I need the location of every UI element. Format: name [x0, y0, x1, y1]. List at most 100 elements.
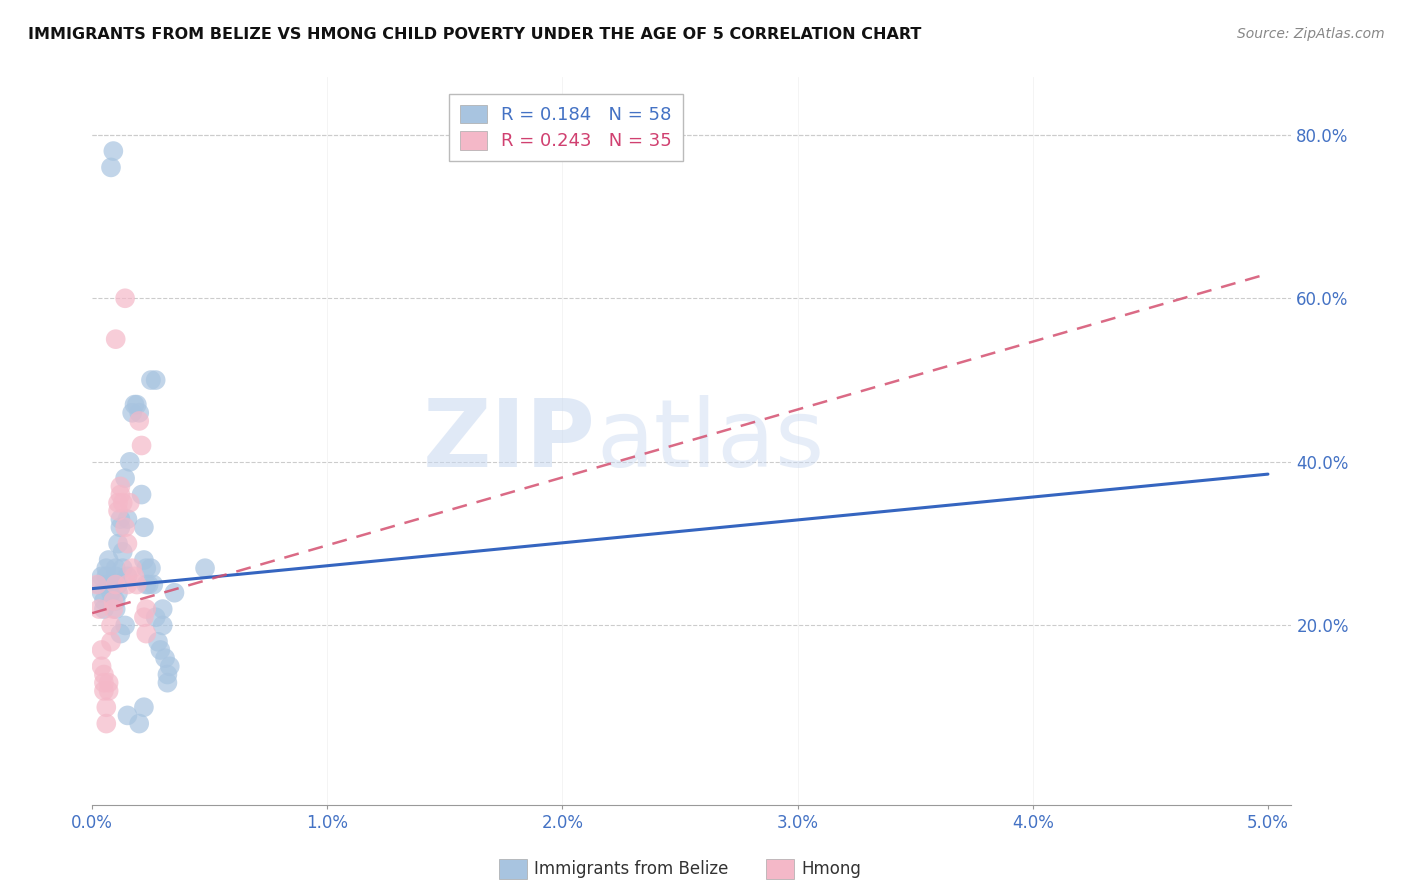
Point — [90, 643, 112, 657]
Point — [139, 373, 162, 387]
Point — [107, 496, 129, 510]
Point — [145, 373, 167, 387]
Point — [135, 577, 157, 591]
Point — [132, 553, 155, 567]
Point — [93, 684, 115, 698]
Point — [135, 626, 157, 640]
Point — [107, 577, 129, 591]
Point — [96, 700, 118, 714]
Point — [117, 569, 139, 583]
Point — [110, 520, 132, 534]
Point — [110, 626, 132, 640]
Point — [156, 667, 179, 681]
Point — [97, 577, 120, 591]
Point — [103, 144, 125, 158]
Point — [128, 716, 150, 731]
Point — [149, 643, 172, 657]
Point — [111, 496, 134, 510]
Point — [104, 577, 127, 591]
Point — [121, 406, 143, 420]
Point — [117, 512, 139, 526]
Point — [114, 520, 136, 534]
Point — [104, 332, 127, 346]
Point — [139, 561, 162, 575]
Point — [163, 585, 186, 599]
Point — [93, 602, 115, 616]
Point — [125, 398, 148, 412]
Point — [128, 406, 150, 420]
Point — [138, 577, 160, 591]
Point — [125, 577, 148, 591]
Point — [100, 634, 122, 648]
Point — [132, 700, 155, 714]
Point — [93, 667, 115, 681]
Point — [93, 675, 115, 690]
Point — [114, 471, 136, 485]
Point — [93, 594, 115, 608]
Point — [118, 455, 141, 469]
Point — [111, 545, 134, 559]
Point — [152, 618, 174, 632]
Text: ZIP: ZIP — [423, 395, 596, 487]
Text: atlas: atlas — [596, 395, 824, 487]
Point — [104, 594, 127, 608]
Point — [110, 487, 132, 501]
Point — [103, 594, 125, 608]
Point — [114, 618, 136, 632]
Point — [117, 708, 139, 723]
Point — [100, 618, 122, 632]
Point — [103, 577, 125, 591]
Point — [86, 577, 108, 591]
Point — [97, 553, 120, 567]
Point — [128, 414, 150, 428]
Text: Immigrants from Belize: Immigrants from Belize — [534, 860, 728, 878]
Point — [97, 684, 120, 698]
Point — [131, 438, 153, 452]
Point — [90, 585, 112, 599]
Legend: R = 0.184   N = 58, R = 0.243   N = 35: R = 0.184 N = 58, R = 0.243 N = 35 — [449, 94, 683, 161]
Point — [132, 610, 155, 624]
Point — [89, 577, 111, 591]
Point — [142, 577, 165, 591]
Point — [131, 487, 153, 501]
Point — [117, 577, 139, 591]
Point — [135, 561, 157, 575]
Point — [89, 602, 111, 616]
Point — [124, 569, 146, 583]
Text: IMMIGRANTS FROM BELIZE VS HMONG CHILD POVERTY UNDER THE AGE OF 5 CORRELATION CHA: IMMIGRANTS FROM BELIZE VS HMONG CHILD PO… — [28, 27, 921, 42]
Point — [107, 536, 129, 550]
Point — [110, 479, 132, 493]
Point — [100, 585, 122, 599]
Point — [97, 675, 120, 690]
Point — [90, 569, 112, 583]
Point — [96, 569, 118, 583]
Point — [121, 561, 143, 575]
Point — [124, 398, 146, 412]
Point — [194, 561, 217, 575]
Point — [104, 561, 127, 575]
Point — [90, 659, 112, 673]
Point — [100, 161, 122, 175]
Point — [103, 602, 125, 616]
Point — [107, 585, 129, 599]
Point — [114, 291, 136, 305]
Point — [135, 602, 157, 616]
Point — [145, 610, 167, 624]
Point — [107, 504, 129, 518]
Point — [118, 496, 141, 510]
Point — [111, 561, 134, 575]
Point — [104, 602, 127, 616]
Point — [117, 536, 139, 550]
Point — [110, 512, 132, 526]
Point — [152, 602, 174, 616]
Point — [156, 675, 179, 690]
Point — [96, 561, 118, 575]
Point — [153, 651, 176, 665]
Point — [96, 716, 118, 731]
Point — [132, 520, 155, 534]
Text: Source: ZipAtlas.com: Source: ZipAtlas.com — [1237, 27, 1385, 41]
Point — [104, 569, 127, 583]
Point — [146, 634, 169, 648]
Text: Hmong: Hmong — [801, 860, 862, 878]
Point — [159, 659, 181, 673]
